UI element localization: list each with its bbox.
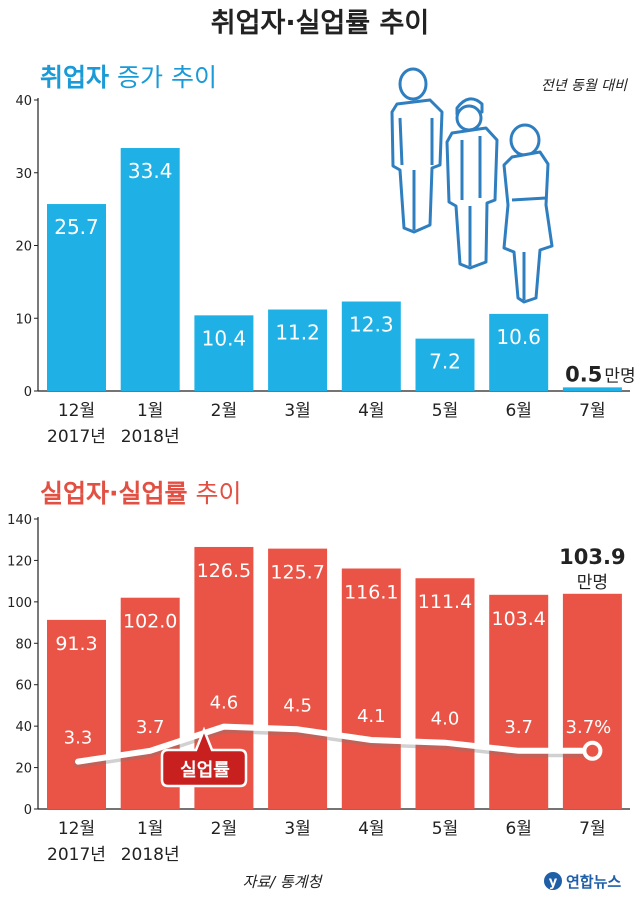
employment-title-sub: 증가 추이 [117, 63, 217, 92]
rate-value-label: 3.3 [64, 728, 93, 749]
employment-bar [562, 387, 622, 391]
unemployment-bar [341, 568, 401, 809]
employment-y-tick-label: 40 [15, 94, 32, 109]
employment-x-tick-label: 12월 [58, 401, 95, 421]
main-title: 취업자·실업률 추이 [211, 8, 429, 39]
employment-x-tick-label: 3월 [284, 401, 310, 421]
unemployment-bar [489, 594, 549, 809]
rate-end-marker [582, 740, 603, 761]
employment-bar [415, 338, 475, 391]
rate-value-label: 4.0 [431, 709, 460, 730]
employment-chart: 0 10 20 30 40 12월 2017년 1월 2018년 2월 3월 4월 5월 6월 7월 25.7… [15, 94, 635, 447]
rate-value-label: 3.7 [504, 717, 533, 738]
unemployment-y-tick-label: 20 [15, 762, 32, 777]
unemployment-bar [562, 593, 622, 809]
svg-text:y: y [549, 875, 558, 890]
unemployment-value-label: 91.3 [55, 633, 97, 655]
unemployment-y-tick-label: 40 [15, 720, 32, 735]
unemployment-value-label: 125.7 [270, 562, 324, 584]
employment-x-tick-label: 5월 [432, 401, 458, 421]
unemployment-value-label: 103.9 [559, 545, 625, 569]
employment-year-label: 2017년 [47, 427, 106, 447]
unemployment-x-tick-label: 12월 [58, 819, 95, 839]
employment-bar [194, 315, 254, 391]
unemployment-x-tick-label: 3월 [284, 819, 310, 839]
unemployment-x-tick-label: 5월 [432, 819, 458, 839]
unemployment-bar [268, 548, 328, 809]
employment-y-tick-label: 10 [15, 312, 32, 327]
unemployment-y-tick-label: 140 [7, 513, 32, 528]
employment-value-label: 10.6 [496, 325, 541, 349]
yonhap-logo-text: 연합뉴스 [566, 873, 621, 891]
employment-x-tick-label: 1월 [137, 401, 163, 421]
unemployment-bar [47, 619, 106, 809]
unemployment-year-label: 2017년 [47, 845, 106, 865]
employment-value-label: 25.7 [54, 215, 99, 239]
employment-year-label: 2018년 [121, 427, 180, 447]
rate-value-label: 4.1 [357, 706, 386, 727]
rate-value-label: 3.7% [566, 717, 612, 738]
employment-value-label: 7.2 [429, 350, 461, 374]
unemployment-chart: 0 20 40 60 80 100 120 140 12월 2017년 1월 2018년 2월 3월 4월 5… [7, 513, 630, 865]
unemployment-unit-label: 만명 [577, 573, 608, 593]
employment-bar [341, 301, 401, 391]
unemployment-x-tick-label: 4월 [358, 819, 384, 839]
employment-value-label: 10.4 [202, 326, 247, 350]
employment-bar [120, 148, 180, 391]
unemployment-value-label: 126.5 [197, 560, 251, 582]
unemployment-value-label: 111.4 [418, 591, 472, 613]
unemployment-year-label: 2018년 [121, 845, 180, 865]
rate-line [75, 723, 596, 765]
employment-value-label: 0.5 만명 [565, 362, 635, 386]
employment-x-tick-label: 6월 [505, 401, 531, 421]
employment-title: 취업자 증가 추이 [40, 63, 217, 92]
unemployment-x-tick-label: 2월 [211, 819, 237, 839]
rate-series-name: 실업률 [180, 760, 230, 781]
unemployment-value-label: 102.0 [123, 611, 177, 633]
employment-value-label: 12.3 [349, 313, 394, 337]
employment-y-tick-label: 20 [15, 240, 32, 255]
employment-value-label: 33.4 [128, 159, 173, 183]
comparison-note: 전년 동월 대비 [541, 78, 628, 94]
unemployment-y-tick-label: 100 [7, 596, 32, 611]
employment-y-tick-label: 30 [15, 167, 32, 182]
unemployment-y-tick-label: 80 [15, 637, 32, 652]
employment-title-main: 취업자 [40, 63, 109, 92]
rate-callout-box [160, 726, 248, 788]
employment-bar [489, 313, 549, 391]
unemployment-x-tick-label: 1월 [137, 819, 163, 839]
unemployment-y-tick-label: 60 [15, 679, 32, 694]
unemployment-y-tick-label: 120 [7, 554, 32, 569]
unemployment-value-label: 116.1 [344, 582, 398, 604]
unemployment-value-label: 103.4 [491, 608, 545, 630]
unemployment-title-sub: 추이 [196, 479, 242, 508]
employment-x-tick-label: 2월 [211, 401, 237, 421]
rate-value-label: 4.5 [283, 695, 312, 716]
employment-y-tick-label: 0 [24, 385, 32, 400]
unemployment-x-tick-label: 7월 [579, 819, 605, 839]
employment-x-tick-label: 4월 [358, 401, 384, 421]
yonhap-logo: y 연합뉴스 [544, 872, 621, 891]
employment-x-tick-label: 7월 [579, 401, 605, 421]
rate-value-label: 4.6 [210, 693, 239, 714]
unemployment-title-main: 실업자·실업률 [40, 479, 188, 508]
employment-bar [47, 204, 106, 391]
unemployment-x-tick-label: 6월 [505, 819, 531, 839]
unemployment-y-tick-label: 0 [24, 803, 32, 818]
employment-bar [268, 309, 328, 391]
yonhap-logo-icon [544, 872, 562, 890]
unemployment-bar [415, 578, 475, 809]
rate-value-label: 3.7 [136, 717, 165, 738]
workers-illustration-icon [390, 67, 554, 304]
source-label: 자료/ 통계청 [243, 873, 324, 891]
unemployment-title: 실업자·실업률 추이 [40, 479, 242, 508]
employment-value-label: 11.2 [275, 321, 320, 345]
